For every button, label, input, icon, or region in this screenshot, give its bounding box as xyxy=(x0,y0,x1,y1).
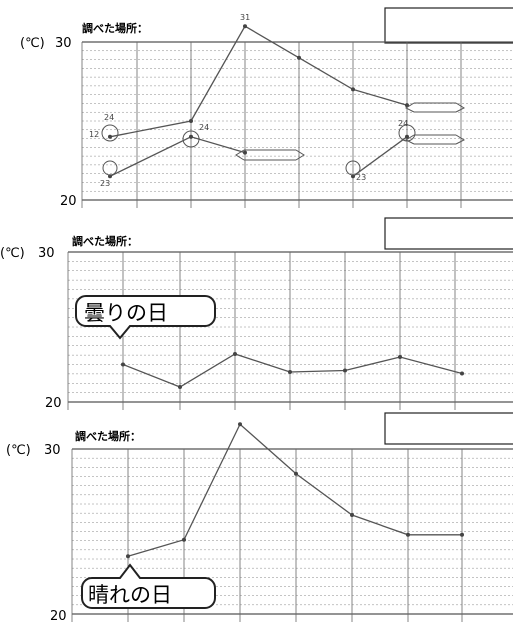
chart-1-circles xyxy=(101,124,416,176)
data-point xyxy=(243,150,247,155)
chart-1-double-arrow-1 xyxy=(235,149,305,161)
chart-3-place-box xyxy=(384,412,513,445)
chart-3-y-unit: (℃) xyxy=(6,443,31,458)
chart-1-note-7: 24 xyxy=(398,119,408,128)
chart-1-arrow-annotations xyxy=(235,102,466,161)
chart-1: (℃) 30 20 調べた場所： 24 12 24 31 23 23 24 xyxy=(20,7,513,209)
chart-3-place-label: 調べた場所： xyxy=(75,429,141,443)
data-point xyxy=(121,362,125,367)
chart-3-callout: 晴れの日 xyxy=(81,563,216,609)
data-point xyxy=(189,134,193,139)
chart-1-note-1: 24 xyxy=(104,113,114,122)
data-point xyxy=(350,513,354,517)
data-point xyxy=(233,352,237,356)
data-point xyxy=(460,532,464,537)
chart-1-note-4: 31 xyxy=(240,13,250,22)
chart-1-note-3: 24 xyxy=(199,123,209,132)
chart-3-callout-text: 晴れの日 xyxy=(88,583,172,607)
chart-1-place-box xyxy=(384,7,513,44)
chart-1-y-tick-30: 30 xyxy=(55,36,72,51)
chart-1-double-arrow-3 xyxy=(404,134,466,145)
chart-3-marks xyxy=(126,422,464,559)
series-line xyxy=(122,353,463,388)
data-point xyxy=(294,471,298,476)
chart-2-marks xyxy=(121,352,464,389)
chart-1-y-unit: (℃) xyxy=(20,36,45,51)
data-point xyxy=(460,371,464,376)
chart-1-grid xyxy=(81,41,513,208)
chart-1-note-5: 23 xyxy=(100,179,110,188)
data-point xyxy=(297,55,301,60)
chart-1-marks xyxy=(108,24,409,179)
chart-1-double-arrow-2 xyxy=(404,102,466,113)
chart-1-place-label: 調べた場所： xyxy=(82,21,148,35)
chart-1-handwritten-notes: 24 12 24 31 23 23 24 xyxy=(89,13,408,188)
data-point xyxy=(406,532,410,537)
data-point xyxy=(288,370,292,374)
chart-3-y-tick-30: 30 xyxy=(44,443,61,458)
chart-1-y-tick-20: 20 xyxy=(60,194,77,209)
series-line xyxy=(109,136,246,177)
chart-2-y-tick-20: 20 xyxy=(45,396,62,411)
series-line xyxy=(109,25,408,138)
chart-2-y-tick-30: 30 xyxy=(38,246,55,261)
chart-2-callout-text: 曇りの日 xyxy=(84,301,168,325)
chart-3-y-tick-20: 20 xyxy=(50,609,67,624)
data-point xyxy=(108,134,112,139)
chart-2-place-label: 調べた場所： xyxy=(72,234,138,248)
chart-1-note-2: 12 xyxy=(89,130,99,139)
data-point xyxy=(126,554,130,559)
data-point xyxy=(243,24,247,29)
data-point xyxy=(398,355,402,359)
data-point xyxy=(351,87,355,92)
chart-2-grid xyxy=(67,251,513,410)
series-line xyxy=(352,136,408,177)
chart-3: (℃) 30 20 調べた場所： 晴れの日 xyxy=(6,412,513,624)
chart-2-place-box xyxy=(384,217,513,250)
chart-1-note-6: 23 xyxy=(356,173,366,182)
chart-2: (℃) 30 20 調べた場所： 曇りの日 xyxy=(0,217,513,411)
data-point xyxy=(178,385,182,389)
chart-3-grid xyxy=(71,448,513,622)
data-point xyxy=(343,368,347,373)
data-point xyxy=(182,537,186,542)
data-point xyxy=(189,119,193,123)
data-point xyxy=(405,134,409,139)
chart-2-callout: 曇りの日 xyxy=(75,295,216,340)
data-point xyxy=(238,422,242,427)
chart-2-y-unit: (℃) xyxy=(0,246,25,261)
